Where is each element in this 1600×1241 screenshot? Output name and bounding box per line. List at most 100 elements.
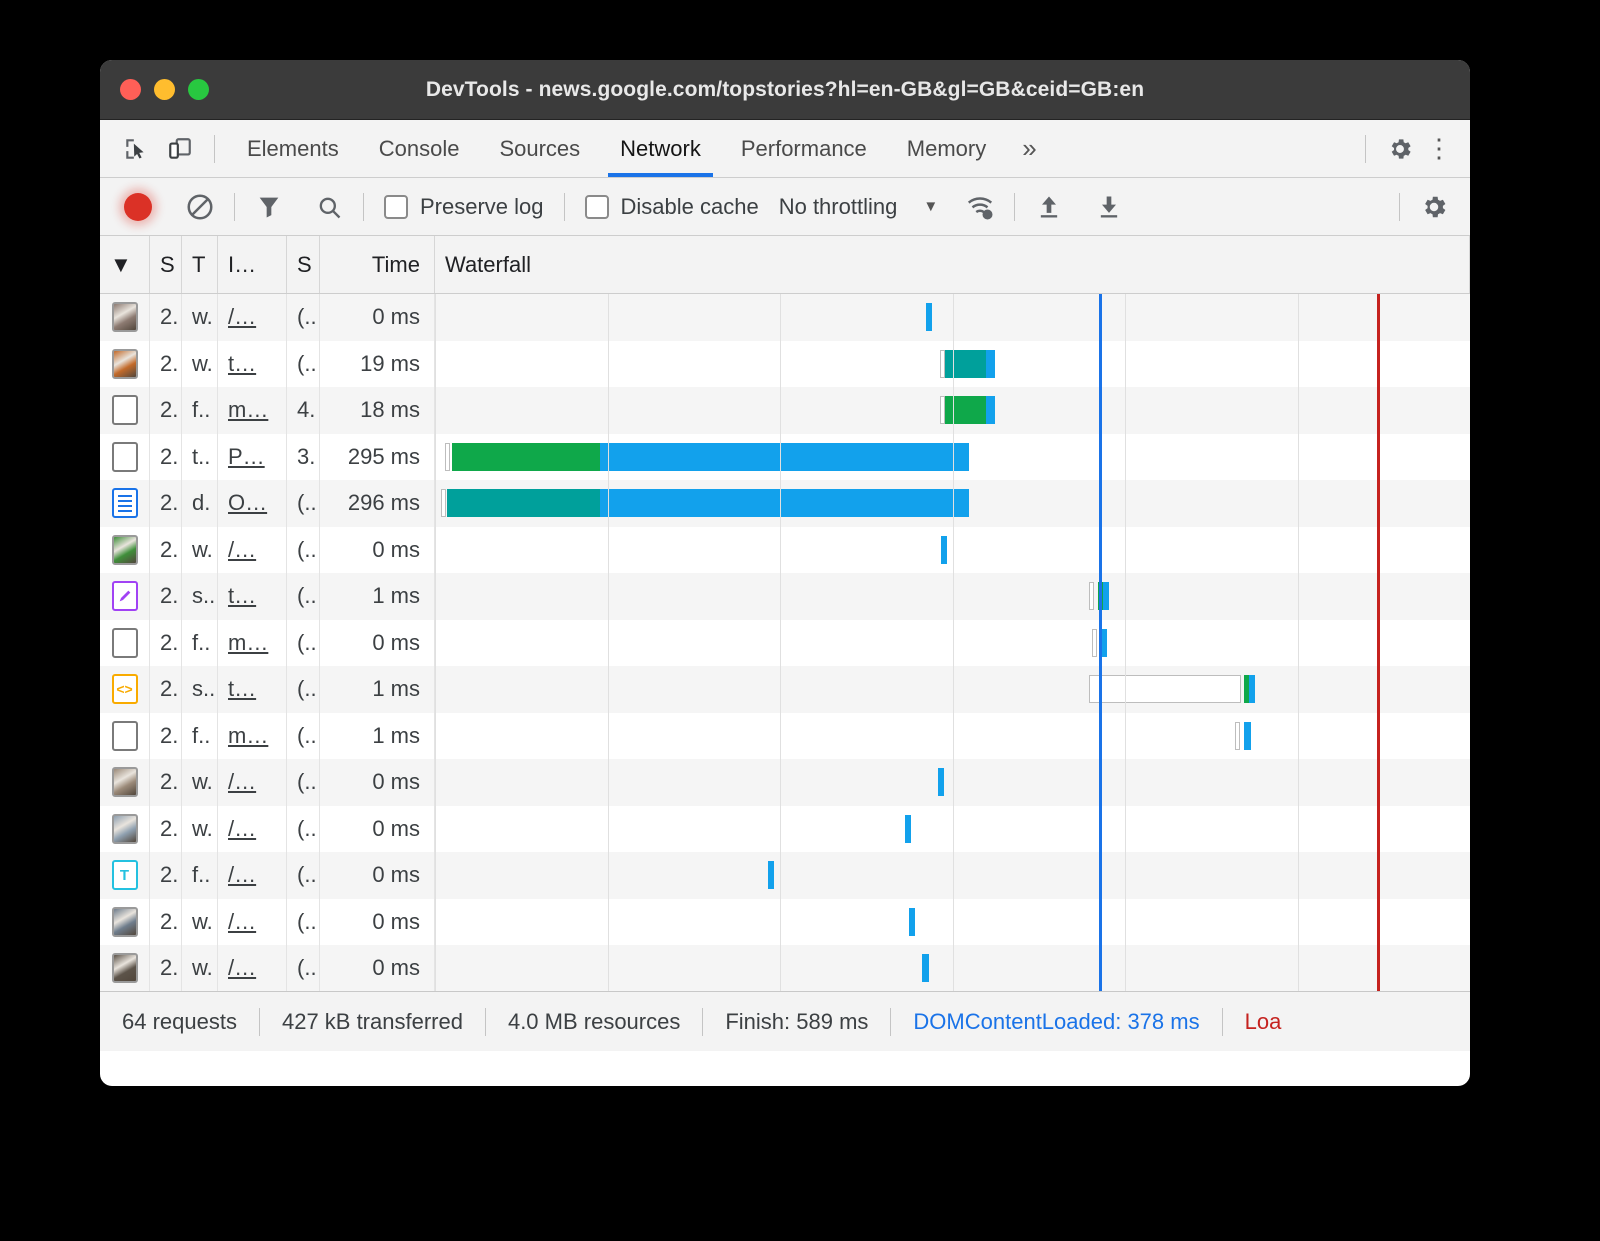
cell-initiator-link[interactable]: /… bbox=[228, 815, 257, 841]
table-row[interactable]: 2. w. /… (.. 0 ms bbox=[100, 945, 1470, 991]
table-row[interactable]: 2. w. t… (.. 19 ms bbox=[100, 340, 1470, 387]
tab-memory[interactable]: Memory bbox=[906, 135, 987, 161]
tab-sources[interactable]: Sources bbox=[499, 135, 581, 161]
cell-status: 2. bbox=[150, 666, 182, 713]
stylesheet-icon bbox=[111, 581, 138, 612]
table-row[interactable]: 2. d. O… (.. 296 ms bbox=[100, 480, 1470, 527]
wifi-gear-icon[interactable] bbox=[958, 185, 1002, 229]
table-row[interactable]: 2. w. /… (.. 0 ms bbox=[100, 805, 1470, 852]
cell-initiator[interactable]: /… bbox=[218, 294, 287, 341]
cell-size: (.. bbox=[287, 712, 320, 759]
cell-initiator[interactable]: /… bbox=[218, 852, 287, 899]
cell-initiator-link[interactable]: /… bbox=[228, 955, 257, 981]
column-header-status[interactable]: S bbox=[150, 236, 182, 293]
cell-size: (.. bbox=[287, 526, 320, 573]
cell-size: 4. bbox=[287, 387, 320, 434]
column-header-size[interactable]: S bbox=[287, 236, 320, 293]
column-header-waterfall[interactable]: Waterfall bbox=[435, 236, 1470, 293]
cell-initiator-link[interactable]: t… bbox=[228, 350, 257, 376]
table-row[interactable]: 2. t.. P… 3. 295 ms bbox=[100, 433, 1470, 481]
table-row[interactable]: 2. s.. t… (.. 1 ms bbox=[100, 573, 1470, 620]
tab-console[interactable]: Console bbox=[378, 135, 460, 161]
column-header-type[interactable]: T bbox=[182, 236, 218, 293]
cell-initiator-link[interactable]: m… bbox=[228, 397, 269, 423]
cell-initiator[interactable]: t… bbox=[218, 666, 287, 713]
gear-icon[interactable] bbox=[1412, 185, 1456, 229]
cell-initiator-link[interactable]: /… bbox=[228, 536, 257, 562]
cell-initiator[interactable]: /… bbox=[218, 898, 287, 945]
cell-initiator-link[interactable]: /… bbox=[228, 862, 257, 888]
cell-initiator-link[interactable]: t… bbox=[228, 676, 257, 702]
filter-funnel-icon[interactable] bbox=[247, 185, 291, 229]
tab-performance[interactable]: Performance bbox=[740, 135, 867, 161]
cell-initiator-link[interactable]: /… bbox=[228, 908, 257, 934]
download-arrow-icon[interactable] bbox=[1087, 185, 1131, 229]
cell-initiator-link[interactable]: t… bbox=[228, 583, 257, 609]
cell-initiator[interactable]: P… bbox=[218, 433, 287, 480]
waterfall-waiting-segment bbox=[1244, 675, 1250, 703]
table-row[interactable]: T 2. f.. /… (.. 0 ms bbox=[100, 852, 1470, 899]
waterfall-cell bbox=[435, 434, 1470, 481]
table-row[interactable]: 2. f.. m… (.. 1 ms bbox=[100, 712, 1470, 759]
cell-time: 1 ms bbox=[320, 573, 435, 620]
close-button[interactable] bbox=[120, 79, 141, 100]
record-button-icon[interactable] bbox=[116, 185, 160, 229]
cell-initiator[interactable]: /… bbox=[218, 526, 287, 573]
cell-initiator[interactable]: /… bbox=[218, 945, 287, 991]
table-row[interactable]: 2. f.. m… 4. 18 ms bbox=[100, 387, 1470, 434]
cell-initiator[interactable]: t… bbox=[218, 340, 287, 387]
cell-initiator[interactable]: t… bbox=[218, 573, 287, 620]
cell-size: (.. bbox=[287, 480, 320, 527]
cell-size: (.. bbox=[287, 666, 320, 713]
clear-icon[interactable] bbox=[178, 185, 222, 229]
inspect-cursor-icon[interactable] bbox=[114, 127, 158, 171]
table-row[interactable]: 2. w. /… (.. 0 ms bbox=[100, 294, 1470, 341]
row-resource-icon-cell bbox=[100, 945, 150, 991]
table-row[interactable]: 2. w. /… (.. 0 ms bbox=[100, 526, 1470, 573]
cell-initiator[interactable]: m… bbox=[218, 619, 287, 666]
preserve-log-checkbox[interactable]: Preserve log bbox=[376, 194, 552, 220]
column-header-sort[interactable]: ▼ bbox=[100, 236, 150, 293]
more-tabs-icon[interactable]: » bbox=[1022, 133, 1037, 163]
divider bbox=[702, 1007, 704, 1036]
table-row[interactable]: 2. w. /… (.. 0 ms bbox=[100, 898, 1470, 945]
throttling-dropdown[interactable]: No throttling ▼ bbox=[767, 194, 938, 220]
disable-cache-checkbox[interactable]: Disable cache bbox=[577, 194, 767, 220]
device-toolbar-icon[interactable] bbox=[158, 127, 202, 171]
cell-initiator[interactable]: /… bbox=[218, 759, 287, 806]
cell-type: s.. bbox=[182, 666, 218, 713]
cell-initiator-link[interactable]: O… bbox=[228, 490, 268, 516]
cell-initiator-link[interactable]: m… bbox=[228, 629, 269, 655]
column-header-initiator[interactable]: I… bbox=[218, 236, 287, 293]
cell-time: 1 ms bbox=[320, 712, 435, 759]
cell-initiator[interactable]: O… bbox=[218, 480, 287, 527]
checkbox-box[interactable] bbox=[384, 194, 408, 219]
cell-initiator-link[interactable]: m… bbox=[228, 722, 269, 748]
checkbox-box[interactable] bbox=[584, 194, 609, 219]
divider bbox=[1365, 134, 1366, 163]
script-icon: <> bbox=[111, 674, 138, 705]
cell-initiator-link[interactable]: P… bbox=[228, 443, 265, 469]
table-row[interactable]: 2. w. /… (.. 0 ms bbox=[100, 759, 1470, 806]
search-icon[interactable] bbox=[307, 185, 351, 229]
cell-size: 3. bbox=[287, 433, 320, 480]
cell-initiator-link[interactable]: /… bbox=[228, 769, 257, 795]
upload-arrow-icon[interactable] bbox=[1027, 185, 1071, 229]
document-icon bbox=[111, 720, 138, 751]
table-row[interactable]: 2. f.. m… (.. 0 ms bbox=[100, 619, 1470, 666]
more-options-icon[interactable]: ⋮ bbox=[1426, 132, 1452, 163]
cell-initiator[interactable]: /… bbox=[218, 805, 287, 852]
tab-network[interactable]: Network bbox=[600, 120, 721, 177]
maximize-button[interactable] bbox=[188, 79, 209, 100]
column-header-time[interactable]: Time bbox=[320, 236, 435, 293]
cell-initiator[interactable]: m… bbox=[218, 387, 287, 434]
tab-elements[interactable]: Elements bbox=[247, 135, 339, 161]
cell-initiator-link[interactable]: /… bbox=[228, 304, 257, 330]
divider bbox=[234, 192, 235, 221]
gear-icon[interactable] bbox=[1378, 127, 1422, 171]
requests-table-header: ▼ S T I… S Time Waterfall bbox=[100, 236, 1470, 294]
requests-table-body[interactable]: 2. w./… (.. 0 ms 2. w. t… (.. 19 ms 2. f.. m… 4. 18 m… bbox=[100, 294, 1470, 991]
table-row[interactable]: <> 2. s.. t… (.. 1 ms bbox=[100, 666, 1470, 713]
cell-initiator[interactable]: m… bbox=[218, 712, 287, 759]
minimize-button[interactable] bbox=[154, 79, 175, 100]
